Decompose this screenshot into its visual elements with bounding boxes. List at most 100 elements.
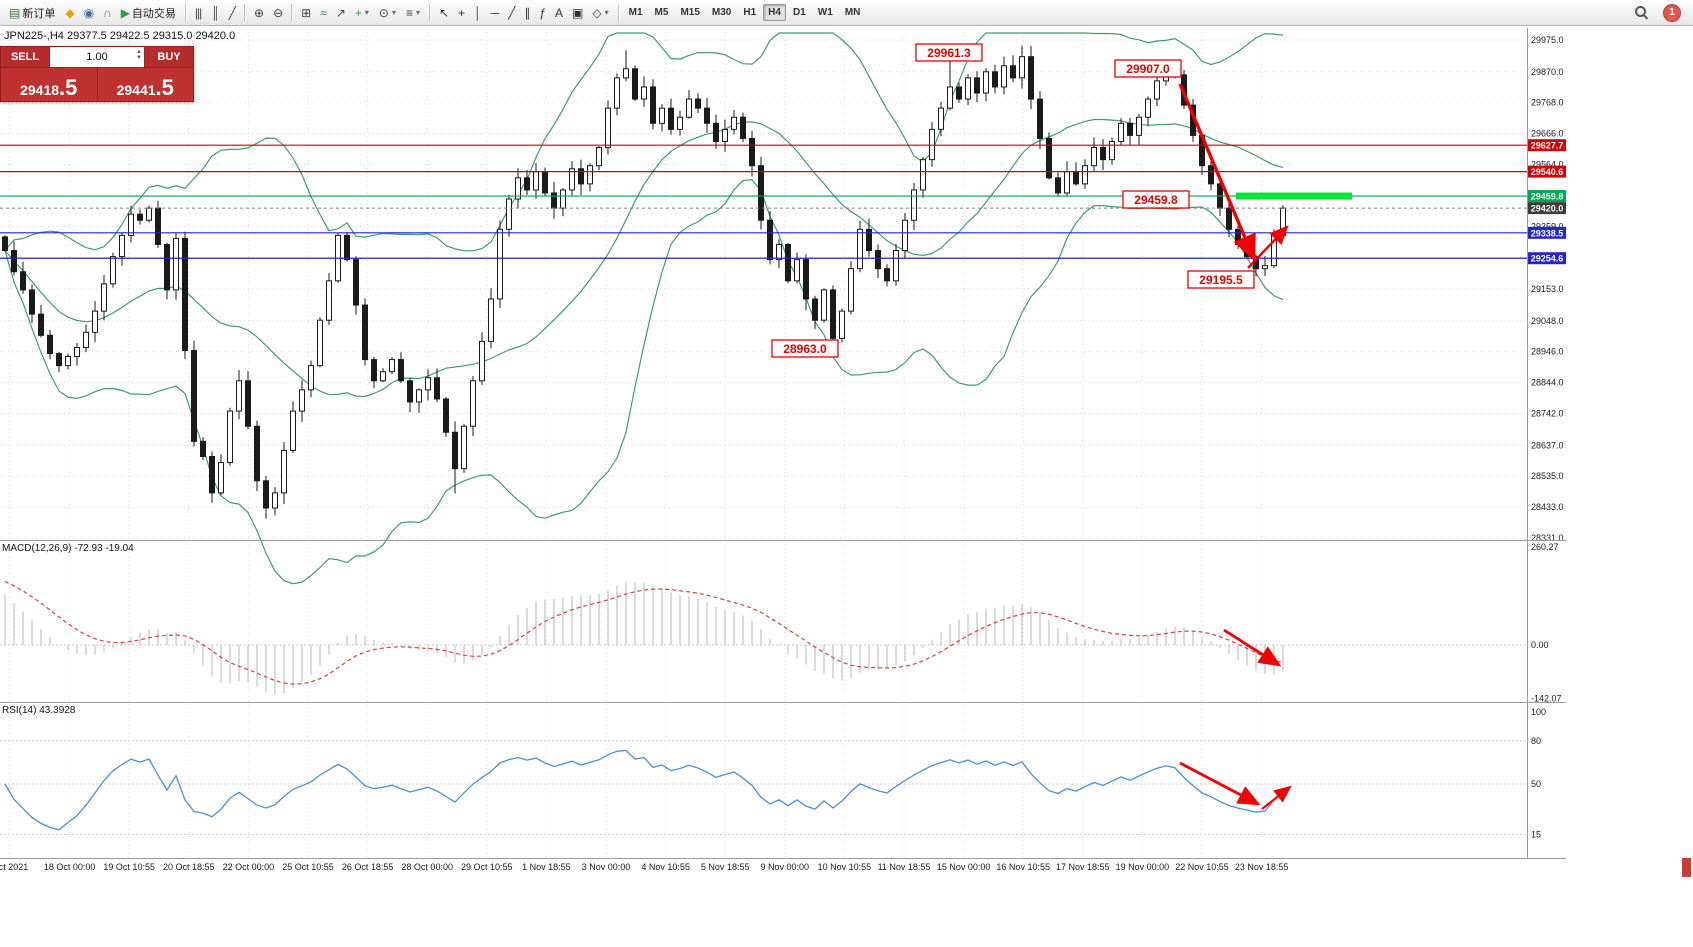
indicators-icon: ≈ (320, 5, 327, 20)
svg-text:3 Nov 00:00: 3 Nov 00:00 (582, 862, 631, 872)
one-click-trading-panel: SELL 1.00 ▲ ▼ BUY 29418.5 29441.5 (0, 46, 194, 102)
timeframe-H4[interactable]: H4 (763, 4, 786, 21)
toolbar: ▤ 新订单 ◆ ◉ ∩ ▶ 自动交易 ||| ║ ╱ ⊕ ⊖ ⊞ ≈ ↗ + ▾ ⊙ ▾ ≡ ▾ ↖ + │ ─ ╱ ∥ ƒ A ▣ ◇ ▾ M… (0, 0, 1693, 26)
svg-text:-142.07: -142.07 (1531, 693, 1562, 703)
sell-button[interactable]: SELL (1, 47, 49, 67)
annotation-29961.3[interactable] (915, 43, 983, 62)
metaeditor-icon[interactable]: ◆ (61, 2, 77, 24)
svg-text:19 Nov 00:00: 19 Nov 00:00 (1116, 862, 1170, 872)
svg-text:29420.0: 29420.0 (1531, 204, 1564, 214)
fibonacci-icon[interactable]: ƒ (535, 2, 549, 24)
search-icon[interactable] (1634, 5, 1649, 20)
crosshair-icon: + (458, 5, 465, 20)
svg-text:29459.8: 29459.8 (1531, 192, 1564, 202)
notification-badge[interactable]: 1 (1663, 3, 1681, 22)
profile-icon[interactable]: ◉ (80, 2, 97, 24)
indicator-window-icon[interactable]: ↗ (332, 2, 349, 24)
svg-text:28433.0: 28433.0 (1531, 502, 1564, 512)
svg-text:4 Nov 10:55: 4 Nov 10:55 (641, 862, 690, 872)
timeframe-M15[interactable]: M15 (680, 7, 700, 18)
channel-icon: ∥ (524, 5, 530, 20)
buy-price[interactable]: 29441.5 (116, 75, 174, 101)
support-icon[interactable]: ∩ (99, 2, 115, 24)
autotrading-button[interactable]: ▶ 自动交易 (117, 2, 180, 24)
line-chart-icon: ╱ (228, 5, 236, 20)
svg-text:29254.6: 29254.6 (1531, 254, 1564, 264)
bar-chart-icon: ||| (194, 5, 202, 20)
spinner-up-icon[interactable]: ▲ (136, 49, 142, 55)
svg-text:23 Nov 18:55: 23 Nov 18:55 (1235, 862, 1289, 872)
svg-text:15 Nov 00:00: 15 Nov 00:00 (937, 862, 991, 872)
svg-text:16 Nov 10:55: 16 Nov 10:55 (996, 862, 1050, 872)
trendline-icon[interactable]: ╱ (504, 2, 518, 24)
shapes-icon: ◇ (592, 5, 601, 20)
periods-icon[interactable]: ⊙ ▾ (375, 2, 400, 24)
price-annotations: 29961.3 29907.0 29459.8 29195.5 28963.0 (771, 43, 1255, 358)
timeframe-M1[interactable]: M1 (628, 7, 643, 18)
timeframe-M30[interactable]: M30 (711, 7, 732, 18)
buy-button[interactable]: BUY (145, 47, 193, 67)
line-chart-icon[interactable]: ╱ (225, 2, 239, 24)
text-icon[interactable]: A (551, 2, 566, 24)
templates-icon: ≡ (405, 5, 413, 20)
annotation-29459.8[interactable] (1122, 190, 1190, 209)
horizontal-line-icon[interactable]: ─ (487, 2, 503, 24)
timeframe-W1[interactable]: W1 (817, 7, 833, 18)
vertical-line-icon: │ (474, 5, 481, 20)
autotrading-icon: ▶ (120, 5, 130, 20)
svg-text:29540.6: 29540.6 (1531, 167, 1564, 177)
scroll-corner-marker[interactable] (1682, 858, 1691, 877)
sell-price[interactable]: 29418.5 (1, 68, 98, 101)
volume-input[interactable]: 1.00 ▲ ▼ (49, 47, 145, 67)
spinner-down-icon[interactable]: ▼ (136, 55, 142, 61)
tile-windows-icon[interactable]: ⊞ (297, 2, 314, 24)
svg-text:28844.0: 28844.0 (1531, 378, 1564, 388)
zoom-in-icon: ⊕ (254, 5, 264, 20)
timeframe-D1[interactable]: D1 (792, 7, 806, 18)
macd-label: MACD(12,26,9) -72.93 -19.04 (2, 543, 134, 554)
timeframe-MN[interactable]: MN (844, 7, 861, 18)
vertical-line-icon[interactable]: │ (470, 2, 485, 24)
svg-text:29359.0: 29359.0 (1531, 222, 1564, 232)
price-axis-tags: 29627.7 29540.6 29459.8 29338.5 29254.6 29420… (1528, 139, 1566, 265)
cursor-icon: ↖ (439, 5, 449, 20)
panel-separators[interactable] (0, 28, 1566, 859)
svg-text:28 Oct 00:00: 28 Oct 00:00 (401, 862, 453, 872)
crosshair-icon[interactable]: + (454, 2, 468, 24)
annotation-29907.0[interactable] (1114, 59, 1182, 78)
annotation-29195.5[interactable] (1187, 270, 1255, 289)
trend-arrows[interactable] (1178, 83, 1292, 810)
new-order-button[interactable]: ▤ 新订单 (5, 2, 59, 24)
bar-chart-icon[interactable]: ||| (191, 2, 205, 24)
shapes-icon[interactable]: ◇ ▾ (588, 2, 612, 24)
svg-text:29961.3: 29961.3 (927, 46, 971, 60)
annotation-28963.0[interactable] (771, 339, 839, 358)
indicator-window-icon: ↗ (335, 5, 346, 20)
chart-canvas[interactable]: Oct 2021 18 Oct 00:00 19 Oct 10:55 20 Oct 1… (0, 0, 1567, 880)
channel-icon[interactable]: ∥ (520, 2, 533, 24)
svg-text:100: 100 (1531, 707, 1546, 717)
trend-highlight-segment[interactable] (1236, 192, 1352, 200)
volume-spinner[interactable]: ▲ ▼ (136, 49, 142, 61)
svg-text:5 Nov 18:55: 5 Nov 18:55 (701, 862, 750, 872)
zoom-out-icon[interactable]: ⊖ (269, 2, 286, 24)
candlestick-chart-icon[interactable]: ║ (207, 2, 223, 24)
chevron-down-icon: ▾ (604, 8, 609, 17)
svg-text:28963.0: 28963.0 (783, 342, 827, 356)
toolbar-separator (291, 4, 293, 21)
timeframe-H1[interactable]: H1 (743, 7, 757, 18)
templates-icon[interactable]: ≡ ▾ (402, 2, 424, 24)
svg-text:260.27: 260.27 (1531, 542, 1559, 552)
zoom-in-icon[interactable]: ⊕ (250, 2, 267, 24)
chevron-down-icon: ▾ (364, 8, 369, 17)
periods-icon: ⊙ (378, 5, 389, 20)
cursor-icon[interactable]: ↖ (435, 2, 452, 24)
metaeditor-icon: ◆ (65, 5, 74, 20)
add-indicator-icon[interactable]: + ▾ (351, 2, 373, 24)
svg-text:29975.0: 29975.0 (1531, 35, 1564, 45)
indicators-icon[interactable]: ≈ (316, 2, 330, 24)
timeframe-M5[interactable]: M5 (654, 7, 669, 18)
label-icon[interactable]: ▣ (568, 2, 586, 24)
svg-text:17 Nov 18:55: 17 Nov 18:55 (1056, 862, 1110, 872)
